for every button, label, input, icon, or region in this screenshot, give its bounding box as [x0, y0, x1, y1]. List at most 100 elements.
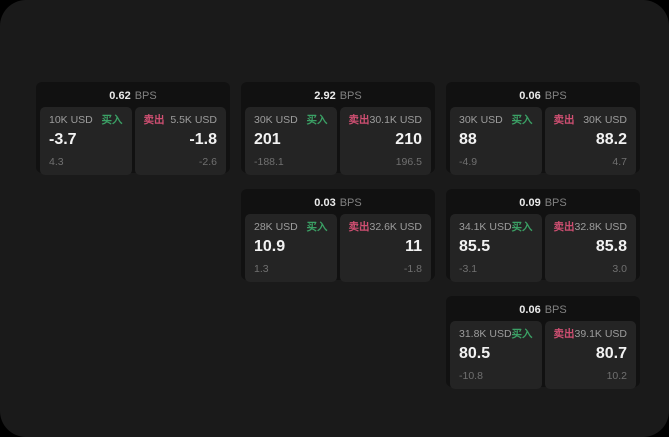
sell-quote-panel[interactable]: 卖出 32.8K USD 85.8 3.0: [544, 214, 636, 282]
spread-header: 0.06 BPS: [450, 86, 636, 107]
spread-value: 0.09: [519, 197, 541, 209]
spread-value: 0.06: [519, 90, 541, 102]
sell-quote-panel[interactable]: 卖出 32.6K USD 11 -1.8: [339, 214, 431, 282]
sell-panel-top: 卖出 32.6K USD: [349, 221, 423, 234]
spread-header: 0.06 BPS: [450, 300, 636, 321]
spread-unit: BPS: [339, 197, 362, 209]
sell-price: -1.8: [189, 131, 217, 148]
sell-delta: -1.8: [403, 263, 422, 275]
buy-amount: 28K USD: [254, 221, 298, 233]
sell-panel-top: 卖出 32.8K USD: [554, 221, 628, 234]
buy-panel-top: 28K USD 买入: [254, 221, 328, 234]
buy-delta: -3.1: [459, 263, 478, 275]
buy-amount: 31.8K USD: [459, 328, 512, 340]
sell-amount: 30.1K USD: [369, 114, 423, 126]
sell-price: 80.7: [595, 345, 627, 362]
sell-panel-top: 卖出 39.1K USD: [554, 328, 628, 341]
buy-side-tag: 买入: [306, 221, 328, 233]
sell-panel-top: 卖出 5.5K USD: [144, 114, 218, 127]
buy-delta: 1.3: [254, 263, 269, 275]
buy-delta: -188.1: [254, 156, 284, 168]
buy-side-tag: 买入: [511, 221, 533, 233]
quote-card-2: 2.92 BPS 30K USD 买入 201 -188.1 卖出: [241, 82, 435, 175]
buy-quote-panel[interactable]: 28K USD 买入 10.9 1.3: [245, 214, 337, 282]
sell-side-tag: 卖出: [348, 221, 370, 233]
sell-delta: 3.0: [612, 263, 627, 275]
buy-delta: -10.8: [459, 370, 483, 382]
sell-panel-top: 卖出 30.1K USD: [349, 114, 423, 127]
sell-side-tag: 卖出: [553, 328, 575, 340]
sell-amount: 32.6K USD: [369, 221, 423, 233]
buy-panel-top: 34.1K USD 买入: [459, 221, 533, 234]
sell-amount: 30K USD: [583, 114, 627, 126]
buy-price: 10.9: [254, 238, 286, 255]
spread-unit: BPS: [134, 90, 157, 102]
sell-side-tag: 卖出: [143, 114, 165, 126]
quote-card-3: 0.06 BPS 30K USD 买入 88 -4.9 卖出: [446, 82, 640, 175]
buy-price: 80.5: [459, 345, 491, 362]
sell-price: 11: [405, 238, 422, 255]
quote-card-6: 0.06 BPS 31.8K USD 买入 80.5 -10.8 卖: [446, 296, 640, 389]
spread-unit: BPS: [339, 90, 362, 102]
quote-card-4: 0.03 BPS 28K USD 买入 10.9 1.3 卖出: [241, 189, 435, 282]
quote-panels: 30K USD 买入 88 -4.9 卖出 30K USD 88.2 4.7: [450, 107, 636, 175]
buy-quote-panel[interactable]: 31.8K USD 买入 80.5 -10.8: [450, 321, 542, 389]
spread-header: 0.62 BPS: [40, 86, 226, 107]
buy-quote-panel[interactable]: 30K USD 买入 88 -4.9: [450, 107, 542, 175]
buy-price: -3.7: [49, 131, 77, 148]
buy-price: 85.5: [459, 238, 491, 255]
buy-amount: 30K USD: [459, 114, 503, 126]
buy-side-tag: 买入: [511, 328, 533, 340]
quote-panels: 28K USD 买入 10.9 1.3 卖出 32.6K USD 11 -1.8: [245, 214, 431, 282]
quote-panels: 10K USD 买入 -3.7 4.3 卖出 5.5K USD -1.8 -2.…: [40, 107, 226, 175]
buy-panel-top: 30K USD 买入: [254, 114, 328, 127]
quote-card-5: 0.09 BPS 34.1K USD 买入 85.5 -3.1 卖出: [446, 189, 640, 282]
buy-quote-panel[interactable]: 10K USD 买入 -3.7 4.3: [40, 107, 132, 175]
buy-price: 201: [254, 131, 281, 148]
sell-price: 210: [395, 131, 422, 148]
sell-quote-panel[interactable]: 卖出 30.1K USD 210 196.5: [339, 107, 431, 175]
spread-unit: BPS: [544, 90, 567, 102]
buy-side-tag: 买入: [101, 114, 123, 126]
sell-delta: 4.7: [612, 156, 627, 168]
sell-amount: 39.1K USD: [574, 328, 628, 340]
buy-side-tag: 买入: [306, 114, 328, 126]
sell-delta: 196.5: [395, 156, 422, 168]
sell-quote-panel[interactable]: 卖出 5.5K USD -1.8 -2.6: [134, 107, 226, 175]
sell-amount: 32.8K USD: [574, 221, 628, 233]
quote-panels: 30K USD 买入 201 -188.1 卖出 30.1K USD 210 1…: [245, 107, 431, 175]
sell-panel-top: 卖出 30K USD: [554, 114, 628, 127]
sell-side-tag: 卖出: [553, 114, 575, 126]
sell-side-tag: 卖出: [348, 114, 370, 126]
quote-panels: 34.1K USD 买入 85.5 -3.1 卖出 32.8K USD 85.8…: [450, 214, 636, 282]
quote-card-1: 0.62 BPS 10K USD 买入 -3.7 4.3 卖出: [36, 82, 230, 175]
spread-unit: BPS: [544, 197, 567, 209]
quote-grid: 0.62 BPS 10K USD 买入 -3.7 4.3 卖出: [36, 82, 640, 389]
spread-value: 2.92: [314, 90, 336, 102]
spread-value: 0.06: [519, 304, 541, 316]
buy-amount: 10K USD: [49, 114, 93, 126]
spread-header: 0.03 BPS: [245, 193, 431, 214]
spread-unit: BPS: [544, 304, 567, 316]
buy-amount: 30K USD: [254, 114, 298, 126]
sell-price: 88.2: [595, 131, 627, 148]
quote-panels: 31.8K USD 买入 80.5 -10.8 卖出 39.1K USD 80.…: [450, 321, 636, 389]
buy-panel-top: 31.8K USD 买入: [459, 328, 533, 341]
sell-quote-panel[interactable]: 卖出 39.1K USD 80.7 10.2: [544, 321, 636, 389]
buy-amount: 34.1K USD: [459, 221, 512, 233]
sell-side-tag: 卖出: [553, 221, 575, 233]
buy-side-tag: 买入: [511, 114, 533, 126]
sell-delta: -2.6: [198, 156, 217, 168]
sell-amount: 5.5K USD: [170, 114, 217, 126]
buy-panel-top: 10K USD 买入: [49, 114, 123, 127]
spread-value: 0.03: [314, 197, 336, 209]
buy-quote-panel[interactable]: 34.1K USD 买入 85.5 -3.1: [450, 214, 542, 282]
buy-quote-panel[interactable]: 30K USD 买入 201 -188.1: [245, 107, 337, 175]
buy-panel-top: 30K USD 买入: [459, 114, 533, 127]
sell-delta: 10.2: [606, 370, 627, 382]
sell-price: 85.8: [595, 238, 627, 255]
sell-quote-panel[interactable]: 卖出 30K USD 88.2 4.7: [544, 107, 636, 175]
spread-header: 0.09 BPS: [450, 193, 636, 214]
